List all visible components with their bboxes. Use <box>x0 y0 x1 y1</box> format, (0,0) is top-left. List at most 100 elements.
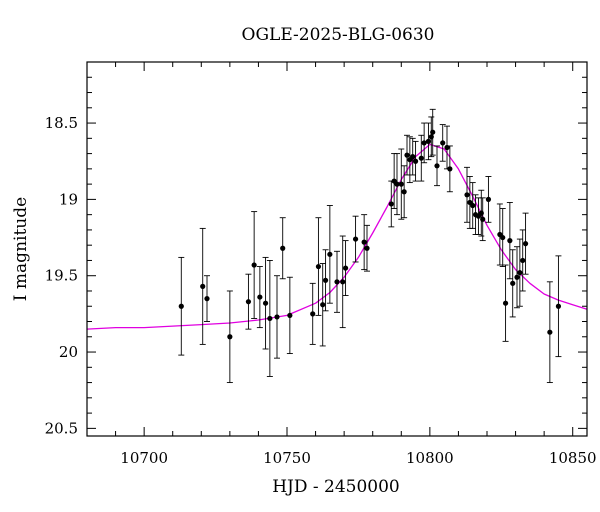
data-point <box>199 227 206 345</box>
point-marker <box>342 265 349 271</box>
data-point <box>319 263 326 347</box>
data-point <box>444 125 450 170</box>
point-marker <box>364 245 370 251</box>
point-marker <box>410 154 416 160</box>
point-marker <box>327 251 333 257</box>
data-point <box>469 182 476 229</box>
data-point <box>546 281 553 384</box>
data-point <box>286 276 293 355</box>
plot-frame <box>86 61 588 437</box>
point-marker <box>274 314 280 320</box>
point-marker <box>361 239 367 245</box>
point-marker <box>404 152 410 158</box>
data-point <box>352 215 359 263</box>
data-point <box>434 145 440 187</box>
data-point <box>502 264 509 342</box>
point-marker <box>485 196 492 202</box>
data-point <box>388 180 395 228</box>
point-marker <box>388 201 394 207</box>
point-marker <box>514 274 520 280</box>
point-marker <box>262 300 269 306</box>
point-marker <box>421 140 427 146</box>
data-point <box>398 148 405 220</box>
point-marker <box>464 192 470 198</box>
y-tick-label: 20.5 <box>45 419 78 437</box>
x-axis-label: HJD - 2450000 <box>272 477 400 497</box>
data-point <box>439 124 446 162</box>
y-axis-label: I magnitude <box>11 197 31 301</box>
data-point <box>496 203 503 266</box>
data-point <box>309 282 316 345</box>
point-marker <box>394 181 400 187</box>
data-point <box>466 176 473 229</box>
data-point <box>322 249 329 312</box>
point-marker <box>200 283 206 289</box>
data-point <box>421 122 428 164</box>
data-point <box>226 290 233 384</box>
point-marker <box>287 312 293 319</box>
point-marker <box>510 280 516 286</box>
point-marker <box>440 140 446 146</box>
point-marker <box>470 202 476 209</box>
point-marker <box>310 311 316 317</box>
data-point <box>391 153 398 209</box>
point-marker <box>398 181 404 187</box>
y-tick-label: 19.5 <box>45 267 78 285</box>
point-marker <box>401 189 407 195</box>
point-marker <box>352 236 359 242</box>
data-point <box>516 238 523 307</box>
data-point <box>342 240 349 297</box>
x-tick-label: 10700 <box>120 449 168 467</box>
data-point <box>522 212 529 275</box>
point-marker <box>334 279 340 285</box>
data-point <box>361 214 368 271</box>
y-tick-label: 20 <box>59 343 78 361</box>
data-point <box>509 249 516 318</box>
data-point <box>506 201 513 280</box>
data-point <box>178 256 185 356</box>
data-point <box>418 134 425 182</box>
point-marker <box>425 138 432 144</box>
chart-title: OGLE-2025-BLG-0630 <box>242 25 435 45</box>
data-point <box>409 137 416 176</box>
data-point <box>478 189 485 237</box>
point-marker <box>320 302 326 308</box>
data-point <box>429 108 436 156</box>
x-tick-label: 10750 <box>263 449 311 467</box>
y-tick-label: 19 <box>59 190 78 208</box>
point-marker <box>251 262 257 268</box>
data-point <box>446 145 453 193</box>
point-marker <box>434 163 440 169</box>
data-point <box>251 211 258 319</box>
data-point <box>555 255 562 358</box>
data-point <box>334 250 340 313</box>
data-point <box>485 176 492 223</box>
data-point <box>404 134 410 176</box>
point-marker <box>520 257 526 264</box>
point-marker <box>412 158 419 164</box>
point-marker <box>280 245 286 251</box>
data-point <box>464 166 470 223</box>
data-point <box>425 122 432 161</box>
data-point <box>315 217 322 316</box>
data-point <box>412 140 419 182</box>
point-marker <box>315 263 322 270</box>
point-marker <box>267 315 273 322</box>
data-point <box>279 217 286 280</box>
point-marker <box>322 277 329 283</box>
data-point <box>514 246 520 309</box>
point-marker <box>340 279 346 285</box>
point-marker <box>522 241 529 247</box>
point-marker <box>502 300 509 306</box>
data-point <box>339 235 346 329</box>
data-point <box>394 153 400 216</box>
point-marker <box>418 155 424 161</box>
data-point <box>262 256 269 350</box>
data-point <box>326 205 333 304</box>
point-marker <box>480 216 486 222</box>
point-marker <box>178 303 184 309</box>
axis-ticks: 10700 10750 10800 10850 18.5 19 19.5 20 20.5 <box>45 61 597 467</box>
data-point <box>266 259 273 377</box>
data-point <box>364 224 370 272</box>
